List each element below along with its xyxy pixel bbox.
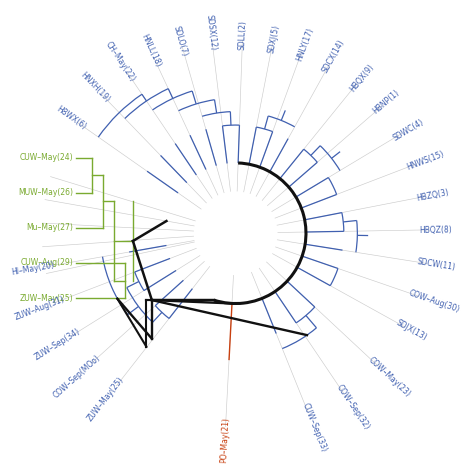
Text: HNXH(19): HNXH(19) xyxy=(78,71,111,104)
Text: CUW–Aug(29): CUW–Aug(29) xyxy=(21,258,73,267)
Text: SDWC(4): SDWC(4) xyxy=(391,117,425,142)
Text: SDXJ(5): SDXJ(5) xyxy=(266,23,281,54)
Text: PO–May(21): PO–May(21) xyxy=(219,417,230,463)
Text: SDLL(2): SDLL(2) xyxy=(237,19,247,50)
Text: COW–Sep(32): COW–Sep(32) xyxy=(335,383,372,432)
Text: COW–Sep(MOo): COW–Sep(MOo) xyxy=(52,353,102,400)
Text: CUW–May(24): CUW–May(24) xyxy=(20,153,73,162)
Text: Mu–May(27): Mu–May(27) xyxy=(27,223,73,232)
Text: SDJX(13): SDJX(13) xyxy=(394,319,428,343)
Text: SDCW(11): SDCW(11) xyxy=(417,257,456,273)
Text: H8WX(6): H8WX(6) xyxy=(55,104,88,131)
Text: SDSX(12): SDSX(12) xyxy=(204,14,218,51)
Text: HNLL(18): HNLL(18) xyxy=(139,33,162,69)
Text: SDLO(7): SDLO(7) xyxy=(172,25,189,58)
Text: HBZQ(3): HBZQ(3) xyxy=(415,187,449,202)
Text: HNLY(17): HNLY(17) xyxy=(294,26,315,62)
Text: CH–May(22): CH–May(22) xyxy=(103,40,137,83)
Text: ZUW–May(25): ZUW–May(25) xyxy=(20,293,73,302)
Text: HBQZ(8): HBQZ(8) xyxy=(419,225,452,235)
Text: SDCX(14): SDCX(14) xyxy=(321,38,346,74)
Text: ZUW–May(25): ZUW–May(25) xyxy=(86,375,126,423)
Text: CUW–Sep(33): CUW–Sep(33) xyxy=(301,402,328,454)
Text: ZUW–Aug(31): ZUW–Aug(31) xyxy=(13,295,65,322)
Text: HI–May(20): HI–May(20) xyxy=(11,261,55,277)
Text: HNWS(15): HNWS(15) xyxy=(406,149,446,172)
Text: COW–May(23): COW–May(23) xyxy=(367,356,413,399)
Text: HBNP(1): HBNP(1) xyxy=(372,88,401,116)
Text: COW–Aug(30): COW–Aug(30) xyxy=(408,289,461,315)
Text: HBQX(9): HBQX(9) xyxy=(348,62,375,93)
Text: MUW–May(26): MUW–May(26) xyxy=(18,188,73,197)
Text: ZUW–Sep(34): ZUW–Sep(34) xyxy=(33,327,82,362)
